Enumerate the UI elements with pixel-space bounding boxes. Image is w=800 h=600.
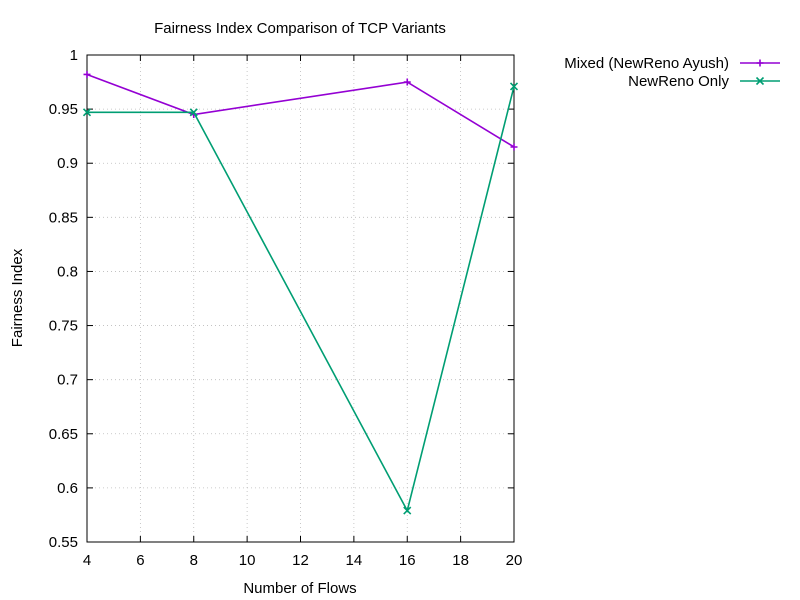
- y-tick-label: 0.6: [57, 480, 78, 497]
- x-tick-label: 14: [346, 552, 363, 569]
- y-tick-label: 0.55: [49, 534, 78, 551]
- data-point: [510, 143, 518, 151]
- x-tick-label: 20: [506, 552, 523, 569]
- y-tick-label: 0.65: [49, 426, 78, 443]
- legend-marker: [755, 76, 765, 86]
- data-point: [403, 78, 411, 86]
- x-tick-label: 10: [239, 552, 256, 569]
- data-point: [83, 70, 91, 78]
- axis-ticks: 4 6 8 10 12 14 16 18 20 0.55 0.6 0.65 0.7 0.75 0.8 0.85…: [49, 47, 523, 569]
- series-line: [87, 86, 515, 513]
- y-tick-label: 0.75: [49, 318, 78, 335]
- legend-item: Mixed (NewReno Ayush): [564, 55, 780, 72]
- x-tick-label: 18: [452, 552, 469, 569]
- data-point: [509, 82, 519, 91]
- y-tick-label: 0.8: [57, 263, 78, 280]
- chart-title: Fairness Index Comparison of TCP Variant…: [154, 20, 446, 37]
- x-tick-label: 6: [136, 552, 144, 569]
- legend: Mixed (NewReno Ayush)NewReno Only: [564, 55, 780, 90]
- data-series: [82, 70, 519, 515]
- data-point: [189, 108, 198, 117]
- legend-label: NewReno Only: [628, 73, 729, 90]
- y-tick-label: 1: [70, 47, 78, 64]
- y-tick-label: 0.9: [57, 155, 78, 172]
- x-tick-label: 4: [83, 552, 91, 569]
- legend-item: NewReno Only: [628, 73, 780, 90]
- y-axis-label: Fairness Index: [9, 248, 26, 347]
- series-line: [86, 73, 515, 148]
- x-tick-label: 16: [399, 552, 416, 569]
- series-2: [82, 82, 519, 515]
- x-tick-label: 8: [190, 552, 198, 569]
- x-tick-label: 12: [292, 552, 309, 569]
- x-axis-label: Number of Flows: [243, 580, 356, 597]
- data-point: [403, 506, 412, 515]
- data-point: [82, 108, 92, 117]
- legend-label: Mixed (NewReno Ayush): [564, 55, 729, 72]
- y-tick-label: 0.95: [49, 101, 78, 118]
- legend-marker: [756, 59, 764, 67]
- y-tick-label: 0.85: [49, 209, 78, 226]
- y-tick-label: 0.7: [57, 372, 78, 389]
- series-1: [83, 70, 518, 151]
